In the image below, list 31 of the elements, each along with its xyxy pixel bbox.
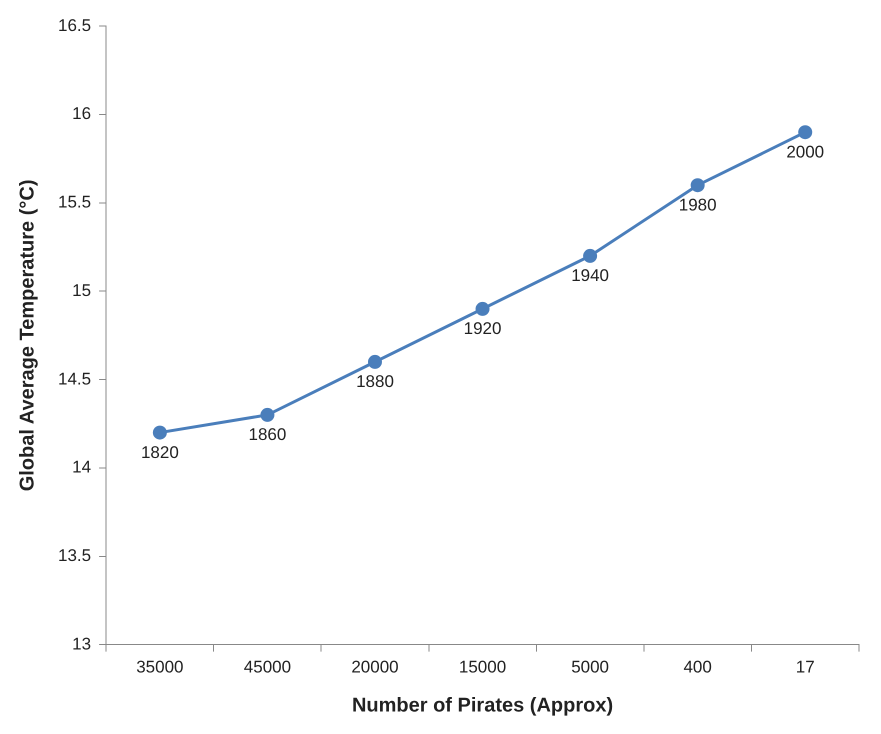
point bbox=[260, 408, 274, 422]
point bbox=[690, 178, 705, 192]
point bbox=[368, 354, 382, 369]
x-axis-title: Number of Pirates (Approx) bbox=[352, 694, 614, 717]
point bbox=[798, 125, 812, 140]
x-tick-label: 35000 bbox=[136, 657, 184, 676]
y-tick-label: 14 bbox=[72, 458, 92, 477]
point bbox=[583, 248, 598, 263]
x-tick-label: 45000 bbox=[244, 657, 292, 676]
y-tick-label: 13 bbox=[72, 634, 92, 654]
y-tick-label: 15.5 bbox=[58, 192, 92, 212]
annotation: 1920 bbox=[464, 319, 502, 338]
y-tick-label: 16.5 bbox=[58, 16, 92, 35]
x-tick-label: 400 bbox=[683, 657, 712, 676]
annotation: 1820 bbox=[140, 442, 179, 462]
annotation: 1980 bbox=[678, 195, 717, 214]
x-tick-label: 5000 bbox=[571, 657, 610, 676]
x-tick-label: 20000 bbox=[351, 657, 399, 676]
annotation: 1880 bbox=[356, 372, 394, 392]
y-tick-label: 13.5 bbox=[58, 546, 92, 565]
annotation: 1860 bbox=[248, 425, 286, 444]
point bbox=[476, 302, 490, 316]
x-tick-label: 15000 bbox=[458, 657, 506, 676]
y-tick-label: 16 bbox=[72, 104, 92, 124]
annotation: 1940 bbox=[571, 266, 610, 286]
y-tick-label: 15 bbox=[72, 280, 92, 300]
x-tick-label: 17 bbox=[796, 657, 815, 676]
y-axis-title: Global Average Temperature (°C) bbox=[16, 180, 39, 492]
point bbox=[152, 426, 167, 440]
annotation: 2000 bbox=[786, 142, 824, 162]
y-tick-label: 14.5 bbox=[58, 369, 92, 388]
